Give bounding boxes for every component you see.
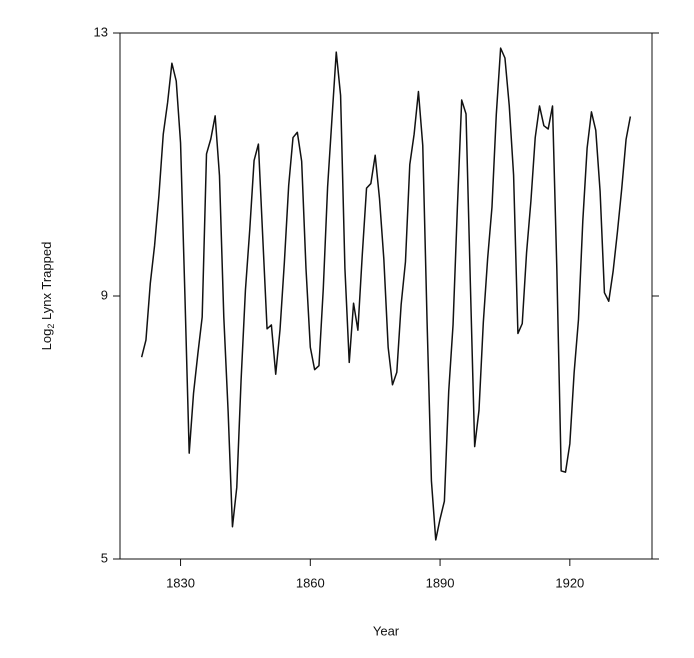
- y-tick-label: 13: [94, 24, 108, 39]
- y-tick-label: 9: [101, 287, 108, 302]
- x-tick-label: 1830: [166, 575, 195, 590]
- y-tick-label: 5: [101, 550, 108, 565]
- y-label-subscript: 2: [46, 324, 56, 329]
- x-axis-label: Year: [373, 623, 400, 638]
- x-tick-label: 1890: [426, 575, 455, 590]
- y-label-part: Lynx Trapped: [39, 242, 54, 324]
- data-line: [140, 47, 632, 541]
- x-tick-label: 1860: [296, 575, 325, 590]
- y-axis-label: Log2 Lynx Trapped: [39, 242, 56, 351]
- y-label-part: Log: [39, 329, 54, 351]
- x-tick-label: 1920: [555, 575, 584, 590]
